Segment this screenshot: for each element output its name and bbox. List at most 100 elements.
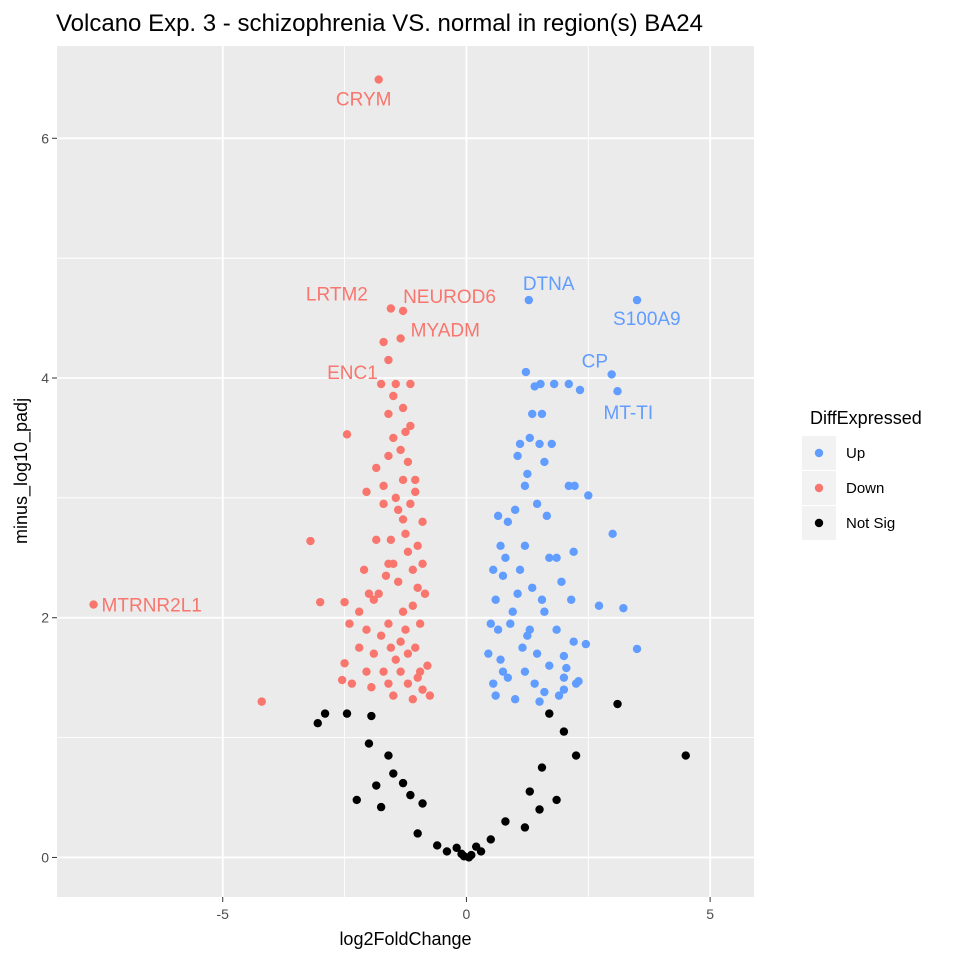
down-point [384, 355, 393, 365]
not-sig-point [501, 817, 510, 826]
up-point [562, 663, 571, 673]
y-axis-title: minus_log10_padj [11, 398, 32, 544]
y-axis-ticks: 0 2 4 6 [41, 130, 57, 865]
down-point [403, 547, 413, 557]
down-point [369, 595, 379, 604]
down-point [398, 403, 408, 413]
down-point [384, 619, 393, 628]
down-point [408, 601, 418, 610]
down-point [418, 559, 427, 568]
down-point [425, 691, 435, 700]
down-point [381, 571, 391, 580]
legend-swatch-notsig [814, 518, 824, 528]
up-point [493, 625, 503, 634]
up-point [520, 667, 530, 676]
down-point [384, 451, 393, 461]
up-point [549, 379, 559, 389]
x-axis-title: log2FoldChange [339, 929, 471, 949]
down-point [362, 487, 371, 497]
legend: DiffExpressed Up Down Not Sig [802, 408, 922, 540]
up-points [484, 295, 642, 706]
up-point [536, 379, 545, 389]
down-point [347, 679, 357, 688]
up-point [552, 553, 561, 562]
not-sig-point [372, 781, 381, 790]
up-point [535, 697, 544, 706]
legend-label-down: Down [846, 480, 884, 497]
down-point [398, 475, 408, 485]
down-point [389, 433, 398, 443]
down-point [406, 499, 415, 509]
legend-label-up: Up [846, 445, 865, 462]
down-point [406, 379, 415, 389]
not-sig-point [384, 751, 393, 760]
up-point [493, 511, 503, 521]
not-sig-point [535, 805, 544, 814]
up-point [559, 651, 569, 661]
up-point [559, 685, 569, 694]
up-point [484, 649, 493, 658]
down-point [376, 379, 386, 389]
up-point [501, 553, 510, 562]
down-point [408, 565, 418, 574]
gene-label-dtna: DTNA [523, 274, 575, 295]
down-point [398, 607, 408, 616]
not-sig-point [452, 843, 461, 853]
down-point [398, 515, 408, 524]
up-point [510, 505, 520, 515]
not-sig-point [525, 787, 534, 796]
up-point [528, 583, 537, 592]
x-tick-label: 5 [706, 906, 714, 922]
down-point [379, 481, 388, 491]
up-point [513, 451, 522, 461]
down-point [379, 337, 388, 347]
up-point [491, 595, 500, 604]
up-point [515, 565, 525, 574]
down-point [420, 589, 430, 598]
not-sig-point [413, 829, 422, 838]
up-point [498, 571, 508, 580]
not-sig-points [313, 699, 690, 862]
down-point [384, 409, 393, 419]
down-point [391, 493, 400, 503]
up-point [594, 601, 604, 610]
x-tick-label: 0 [463, 906, 471, 922]
down-point [396, 445, 405, 455]
up-point [530, 679, 539, 688]
down-point [413, 541, 422, 551]
legend-label-notsig: Not Sig [846, 515, 895, 532]
not-sig-point [442, 847, 452, 856]
y-tick-label: 0 [41, 849, 49, 865]
down-point [408, 695, 418, 704]
x-tick-label: -5 [216, 906, 229, 922]
down-point [359, 565, 369, 574]
down-point [415, 619, 425, 628]
down-points [89, 75, 435, 706]
up-point [613, 386, 622, 396]
down-point [423, 661, 432, 670]
not-sig-point [376, 802, 386, 812]
down-point [364, 589, 374, 598]
up-point [545, 661, 554, 670]
down-point [340, 659, 349, 668]
up-point [607, 370, 616, 379]
y-tick-label: 4 [41, 370, 49, 386]
gene-label-lrtm2: LRTM2 [306, 284, 368, 305]
minor-gridlines [57, 46, 754, 897]
down-point [411, 475, 420, 485]
not-sig-point [398, 778, 408, 788]
down-point [342, 430, 352, 439]
down-point [389, 691, 398, 700]
up-point [524, 295, 534, 305]
down-point [391, 379, 400, 389]
up-point [632, 644, 642, 654]
up-point [554, 691, 564, 700]
legend-swatch-down [814, 483, 824, 493]
legend-swatch-up [814, 448, 824, 458]
up-point [564, 379, 573, 389]
down-point [403, 649, 413, 658]
up-point [540, 687, 549, 697]
plot-panel [57, 46, 754, 897]
down-point [386, 304, 396, 313]
up-point [608, 529, 617, 539]
